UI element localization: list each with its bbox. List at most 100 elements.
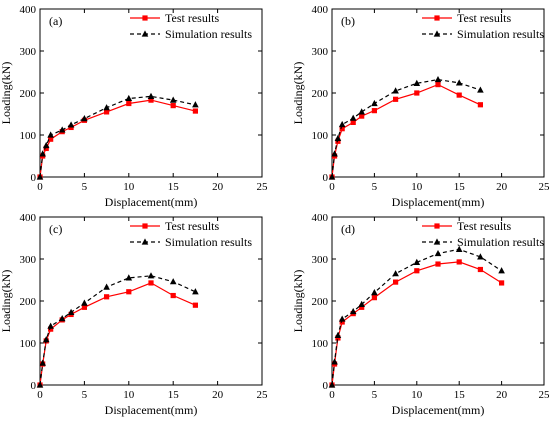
data-point-simulation [39,359,46,366]
x-axis-title: Displacement(mm) [392,195,485,209]
data-point-test [192,302,198,308]
data-point-simulation [67,308,75,315]
x-axis-title: Displacement(mm) [392,403,485,417]
y-tick-label: 100 [312,130,329,142]
data-point-simulation [42,336,50,343]
data-point-test [414,90,420,96]
data-point-simulation [103,283,110,290]
y-tick-label: 100 [312,338,329,350]
data-point-simulation [125,94,133,102]
x-tick-label: 15 [454,389,466,401]
legend-label-simulation: Simulation results [165,27,252,41]
y-tick-label: 0 [31,172,37,184]
data-point-test [371,108,377,114]
panel-label: (d) [341,222,355,236]
data-point-simulation [147,272,155,279]
legend-marker-test [142,15,148,21]
data-point-simulation [47,131,54,138]
x-tick-label: 15 [168,389,180,401]
x-tick-label: 0 [37,181,43,193]
legend-marker-test [434,15,440,21]
x-tick-label: 20 [212,181,224,193]
y-tick-label: 0 [31,380,37,392]
x-tick-label: 10 [123,389,135,401]
data-point-simulation [67,121,75,128]
data-point-simulation [371,99,378,107]
data-point-simulation [349,114,357,121]
data-point-test [104,294,110,300]
x-axis-title: Displacement(mm) [105,195,198,209]
data-point-test [393,279,399,285]
legend-label-test: Test results [457,11,511,25]
data-point-simulation [392,87,399,94]
y-tick-label: 300 [312,254,329,266]
legend-label-simulation: Simulation results [165,235,252,249]
y-tick-label: 0 [323,380,329,392]
series-line-test [331,83,481,178]
data-point-simulation [58,126,66,133]
data-point-simulation [192,101,199,108]
data-point-test [393,96,399,102]
y-axis-title: Loading(kN) [291,270,305,333]
data-point-simulation [434,75,442,83]
data-point-test [350,119,356,125]
data-point-simulation [455,245,463,252]
data-point-test [104,109,110,115]
data-point-simulation [125,274,133,281]
x-tick-label: 20 [496,181,508,193]
data-point-simulation [334,331,342,339]
data-point-simulation [331,150,338,157]
data-point-test [126,289,132,295]
data-point-simulation [477,86,484,93]
legend-label-simulation: Simulation results [457,27,544,41]
data-point-test [192,108,198,114]
y-tick-label: 0 [323,172,329,184]
x-tick-label: 0 [329,389,335,401]
x-tick-label: 25 [539,181,550,193]
x-tick-label: 20 [212,389,224,401]
data-point-test [499,280,505,286]
series-line-test [331,261,502,386]
data-point-test [48,136,54,142]
x-tick-label: 0 [37,389,43,401]
legend-marker-simulation [141,30,149,37]
series-line-simulation [39,95,196,178]
data-point-simulation [392,270,399,277]
data-point-test [339,319,345,325]
data-point-test [48,326,54,332]
series-line-test [39,282,196,386]
panel-label: (a) [49,14,62,28]
x-tick-label: 15 [454,181,466,193]
data-point-simulation [358,300,365,307]
data-point-simulation [192,288,199,295]
data-point-simulation [349,307,357,315]
data-point-test [414,268,420,274]
data-point-test [81,304,87,310]
data-point-simulation [169,278,177,285]
data-point-simulation [36,173,44,180]
legend-marker-test [434,223,440,229]
data-point-test [339,126,345,132]
x-tick-label: 10 [411,389,423,401]
data-point-simulation [477,253,484,260]
data-point-simulation [103,104,110,111]
data-point-simulation [328,381,336,388]
panel-label: (c) [49,222,62,236]
y-tick-label: 400 [20,212,37,224]
chart-panel-4: 0 5 10 15 20 25 0 100 200 300 400 Displacement(mm) L… [291,212,550,417]
data-point-simulation [81,115,88,122]
x-tick-label: 15 [168,181,180,193]
data-point-test [335,138,341,144]
legend-label-test: Test results [457,219,511,233]
data-point-simulation [413,79,421,86]
series-line-simulation [39,275,196,386]
x-tick-label: 25 [257,181,269,193]
data-point-test [477,266,483,273]
y-tick-label: 300 [312,46,329,58]
data-point-test [359,304,365,310]
y-tick-label: 100 [20,130,37,142]
data-point-simulation [371,289,378,296]
x-tick-label: 5 [372,389,378,401]
y-tick-label: 400 [20,4,37,16]
